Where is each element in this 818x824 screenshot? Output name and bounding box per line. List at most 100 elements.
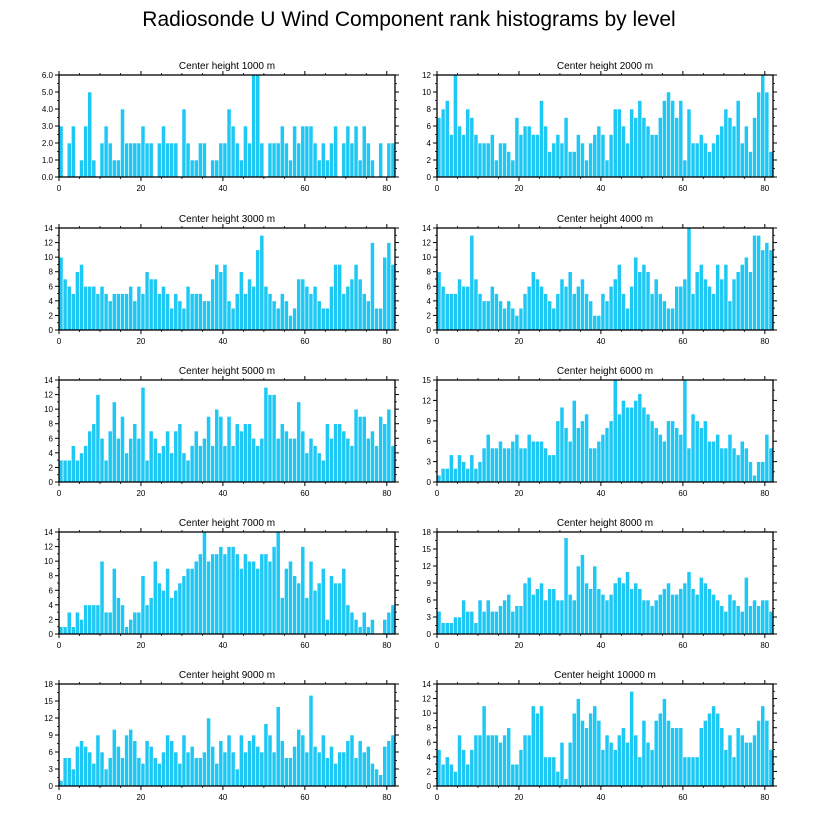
histogram-bar bbox=[169, 740, 175, 787]
histogram-bar bbox=[547, 151, 553, 178]
histogram-bar bbox=[653, 599, 659, 635]
histogram-bar bbox=[641, 264, 647, 331]
histogram-bar bbox=[292, 307, 297, 331]
histogram-bar bbox=[748, 741, 753, 787]
histogram-bar bbox=[567, 440, 573, 483]
histogram-bar bbox=[79, 740, 84, 787]
histogram-bar bbox=[70, 445, 76, 483]
histogram-bar bbox=[506, 300, 512, 331]
y-tick-label: 14 bbox=[422, 224, 431, 233]
histogram-bar bbox=[489, 734, 495, 787]
histogram-bar bbox=[621, 125, 626, 178]
histogram-bar bbox=[494, 447, 499, 483]
histogram-bar bbox=[193, 293, 199, 331]
histogram-bar bbox=[535, 278, 540, 331]
histogram-bar bbox=[555, 599, 561, 635]
histogram-bar bbox=[694, 142, 700, 178]
histogram-bar bbox=[748, 151, 753, 178]
histogram-bar bbox=[378, 774, 384, 787]
histogram-bar bbox=[506, 151, 512, 178]
y-tick-label: 18 bbox=[44, 680, 53, 689]
histogram-bar bbox=[584, 413, 589, 483]
histogram-bar bbox=[296, 401, 302, 483]
histogram-bar bbox=[469, 749, 475, 787]
y-tick-label: 10 bbox=[44, 253, 53, 262]
histogram-bar bbox=[144, 740, 150, 787]
histogram-bar bbox=[477, 461, 483, 483]
histogram-bar bbox=[690, 756, 696, 787]
histogram-bar bbox=[337, 582, 343, 635]
histogram-bar bbox=[739, 142, 745, 178]
histogram-bar bbox=[341, 142, 347, 178]
histogram-bar bbox=[506, 594, 512, 635]
histogram-bar bbox=[744, 741, 749, 787]
histogram-bar bbox=[189, 568, 195, 635]
histogram-bar bbox=[116, 437, 121, 483]
histogram-bar bbox=[596, 315, 602, 331]
histogram-bar bbox=[337, 423, 343, 483]
x-tick-label: 80 bbox=[760, 184, 769, 193]
histogram-bar bbox=[686, 571, 692, 635]
histogram-bar bbox=[600, 134, 606, 178]
x-tick-label: 0 bbox=[435, 793, 440, 802]
histogram-bar bbox=[719, 605, 725, 635]
histogram-bar bbox=[518, 134, 524, 178]
histogram-bar bbox=[756, 720, 762, 787]
histogram-bar bbox=[341, 430, 347, 483]
histogram-bar bbox=[361, 416, 367, 483]
histogram-bar bbox=[140, 763, 146, 787]
histogram-bar bbox=[300, 125, 306, 178]
y-tick-label: 4 bbox=[427, 297, 432, 306]
histogram-bar bbox=[530, 594, 536, 635]
histogram-bar bbox=[584, 582, 589, 635]
histogram-bar bbox=[357, 740, 363, 787]
histogram-bar bbox=[522, 582, 528, 635]
histogram-bar bbox=[469, 454, 475, 483]
histogram-panel: Center height 1000 m 0.0 1.0 2.0 3.0 4.0 5.0 6.… bbox=[42, 61, 399, 193]
figure-title: Radiosonde U Wind Component rank histogr… bbox=[142, 8, 676, 31]
histogram-bar bbox=[621, 400, 626, 483]
histogram-bar bbox=[152, 757, 158, 787]
histogram-bar bbox=[243, 751, 248, 787]
histogram-bar bbox=[711, 293, 716, 331]
histogram-bar bbox=[140, 293, 146, 331]
histogram-bar bbox=[91, 285, 97, 331]
histogram-bar bbox=[465, 468, 471, 483]
histogram-bar bbox=[99, 285, 105, 331]
histogram-bar bbox=[731, 599, 737, 635]
histogram-bar bbox=[645, 741, 651, 787]
histogram-bar bbox=[185, 459, 191, 483]
histogram-bar bbox=[177, 300, 183, 331]
histogram-bar bbox=[370, 430, 375, 483]
histogram-bar bbox=[238, 734, 244, 787]
histogram-bar bbox=[116, 746, 121, 787]
histogram-bar bbox=[165, 734, 170, 787]
histogram-bar bbox=[723, 264, 729, 331]
histogram-bar bbox=[682, 159, 688, 178]
histogram-bar bbox=[608, 420, 614, 483]
histogram-bar bbox=[444, 622, 450, 635]
histogram-bar bbox=[477, 293, 483, 331]
histogram-bar bbox=[374, 768, 379, 787]
y-tick-label: 12 bbox=[422, 239, 431, 248]
histogram-bar bbox=[698, 727, 704, 787]
histogram-bar bbox=[485, 434, 491, 483]
histogram-bar bbox=[657, 712, 663, 787]
histogram-bar bbox=[284, 568, 289, 635]
histogram-bar bbox=[588, 588, 594, 635]
histogram-bar bbox=[670, 727, 675, 787]
histogram-bar bbox=[637, 100, 643, 178]
histogram-bar bbox=[275, 437, 281, 483]
histogram-bar bbox=[678, 100, 684, 178]
histogram-bar bbox=[206, 300, 211, 331]
histogram-bar bbox=[353, 125, 359, 178]
histogram-bar bbox=[345, 285, 351, 331]
histogram-panel: Center height 4000 m 0 2 4 6 8 10 12 14 0 20 40 60 80 bbox=[422, 214, 777, 346]
histogram-bar bbox=[535, 440, 540, 483]
histogram-bar bbox=[559, 599, 565, 635]
histogram-bar bbox=[457, 278, 462, 331]
panel-title: Center height 9000 m bbox=[179, 670, 275, 681]
histogram-bar bbox=[465, 108, 471, 178]
histogram-bar bbox=[633, 400, 639, 483]
histogram-bar bbox=[465, 763, 471, 787]
